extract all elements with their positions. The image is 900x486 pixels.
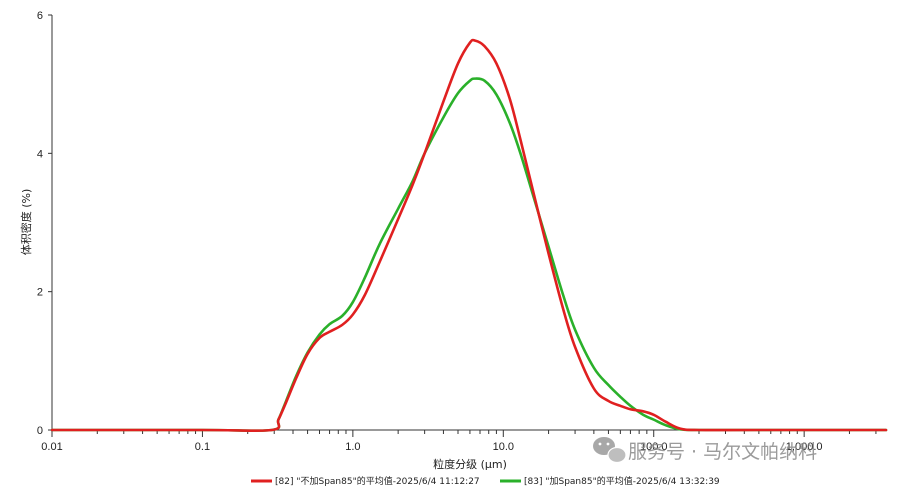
wechat-icon [593, 437, 627, 464]
y-tick-label: 2 [37, 287, 43, 299]
y-axis-label: 体积密度 (%) [19, 189, 33, 256]
watermark: 服务号 · 马尔文帕纳科 [593, 437, 817, 464]
x-tick-label: 10.0 [493, 441, 514, 453]
legend: [82] "不加Span85"的平均值-2025/6/4 11:12:27 [8… [251, 475, 720, 486]
x-tick-label: 100.0 [640, 441, 668, 453]
x-tick-label: 0.1 [195, 441, 210, 453]
series-line-1 [50, 38, 888, 433]
y-tick-label: 0 [37, 425, 43, 437]
x-tick-label: 0.01 [41, 441, 62, 453]
legend-label: [83] "加Span85"的平均值-2025/6/4 13:32:39 [524, 475, 720, 486]
series-layer [50, 38, 888, 433]
series-line-2 [50, 77, 888, 433]
legend-item-series-2: [83] "加Span85"的平均值-2025/6/4 13:32:39 [500, 475, 720, 486]
y-tick-label: 4 [37, 148, 43, 160]
x-tick-label: 1.0 [345, 441, 360, 453]
y-tick-label: 6 [37, 10, 43, 22]
x-tick-label: 1,000.0 [786, 441, 823, 453]
legend-item-series-1: [82] "不加Span85"的平均值-2025/6/4 11:12:27 [251, 475, 480, 486]
x-axis-label: 粒度分级 (μm) [433, 457, 507, 471]
legend-label: [82] "不加Span85"的平均值-2025/6/4 11:12:27 [275, 475, 480, 486]
axes: 0 2 4 6 0.01 0.1 1.0 10.0 100.0 1,000.0 [37, 10, 886, 453]
watermark-text: 服务号 · 马尔文帕纳科 [628, 441, 817, 463]
